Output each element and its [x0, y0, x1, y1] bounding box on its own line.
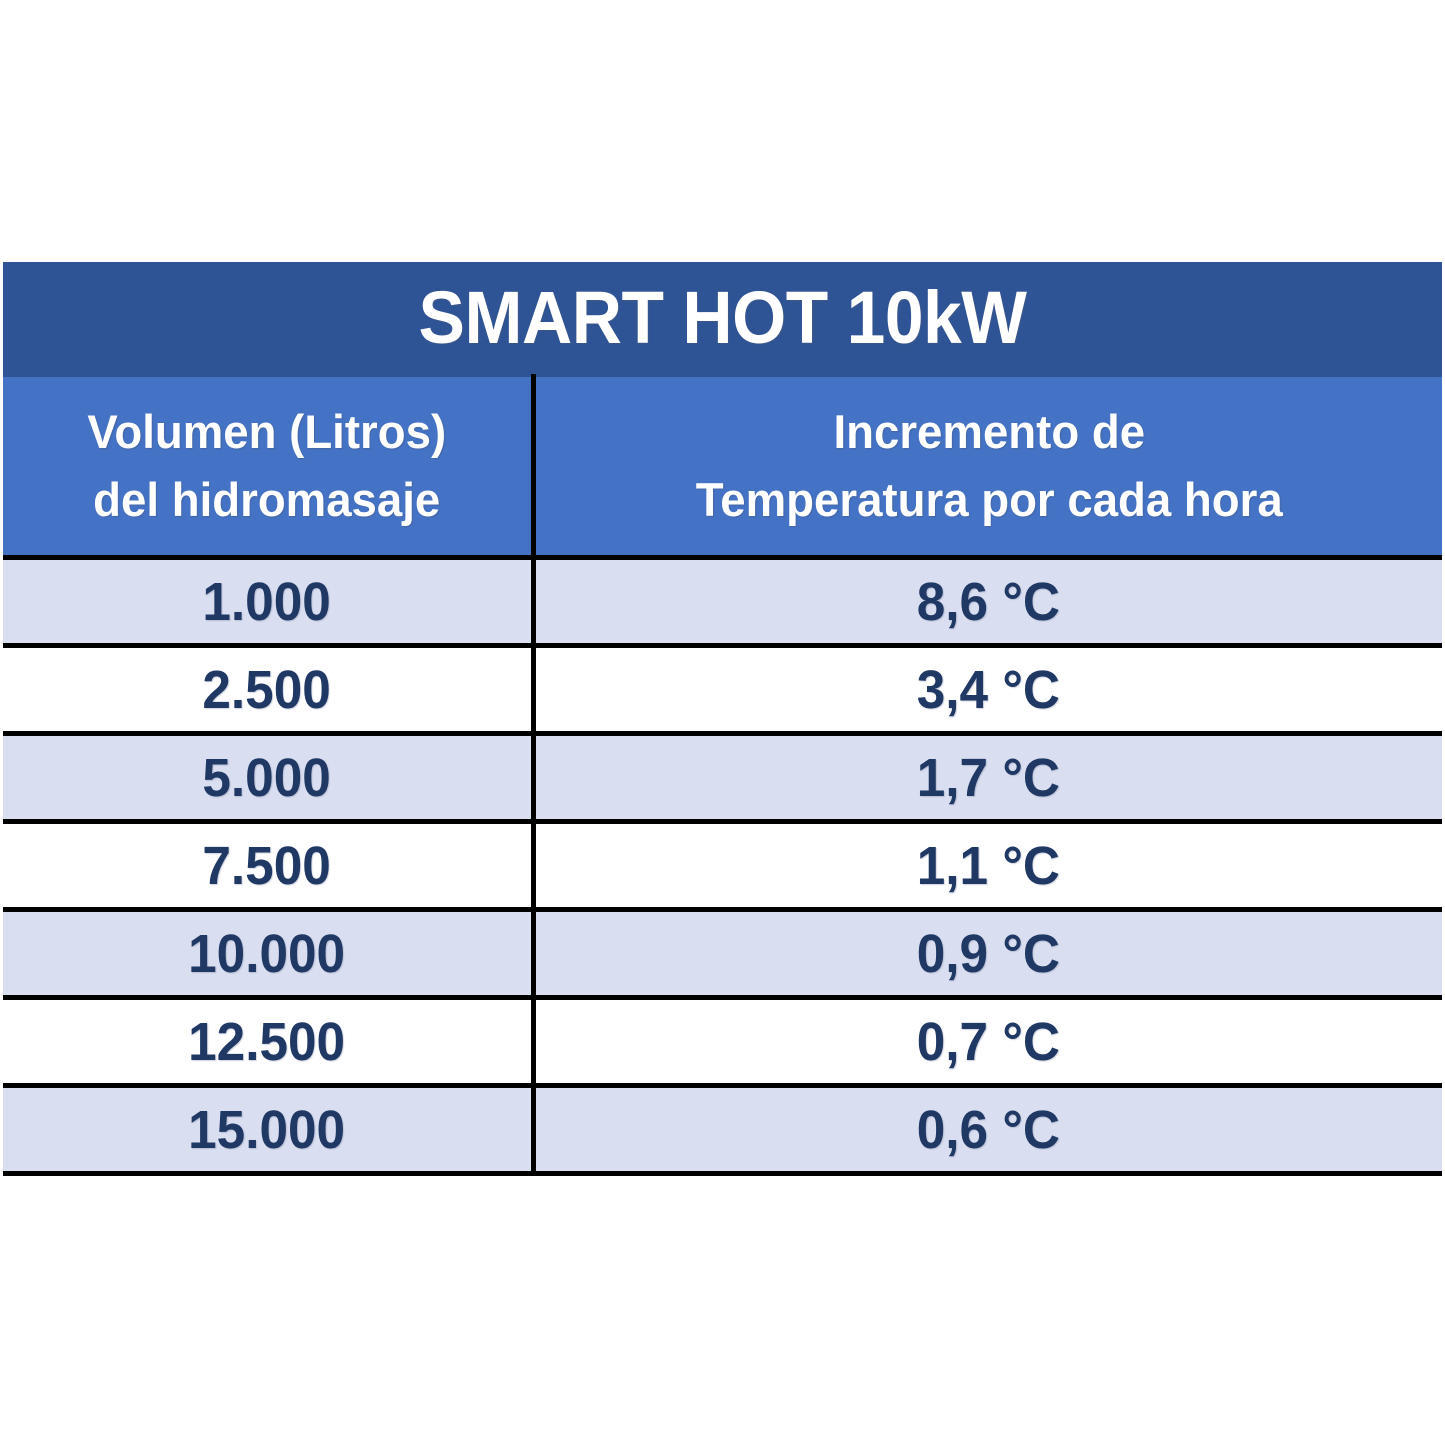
cell-temp-increase: 3,4 °C [530, 643, 1442, 734]
cell-volume: 7.500 [3, 819, 533, 910]
column-header-volumen: Volumen (Litros) del hidromasaje [3, 375, 533, 560]
column-header-incremento: Incremento de Temperatura por cada hora [530, 375, 1442, 560]
cell-volume-value: 2.500 [202, 659, 331, 720]
cell-volume-value: 15.000 [188, 1099, 346, 1160]
table-title-row: SMART HOT 10kW [3, 262, 1442, 377]
table-row: 15.000 0,6 °C [3, 1083, 1442, 1176]
cell-temp-increase: 0,9 °C [530, 907, 1442, 998]
table-row: 2.500 3,4 °C [3, 643, 1442, 734]
cell-temp-increase: 1,1 °C [530, 819, 1442, 910]
cell-temp-increase: 8,6 °C [530, 555, 1442, 646]
cell-volume-value: 1.000 [202, 571, 331, 632]
table-row: 12.500 0,7 °C [3, 995, 1442, 1086]
table-title: SMART HOT 10kW [418, 276, 1027, 359]
cell-temp-increase-value: 8,6 °C [917, 571, 1061, 632]
table-row: 5.000 1,7 °C [3, 731, 1442, 822]
table-row: 10.000 0,9 °C [3, 907, 1442, 998]
spec-table-container: SMART HOT 10kW Volumen (Litros) del hidr… [3, 262, 1442, 1176]
cell-temp-increase-value: 0,7 °C [917, 1011, 1061, 1072]
column-header-volumen-text: Volumen (Litros) del hidromasaje [19, 398, 515, 534]
table-title-cell: SMART HOT 10kW [3, 262, 1442, 377]
cell-volume-value: 10.000 [188, 923, 346, 984]
table-header-row: Volumen (Litros) del hidromasaje Increme… [3, 375, 1442, 560]
cell-temp-increase-value: 1,7 °C [917, 747, 1061, 808]
cell-temp-increase-value: 0,6 °C [917, 1099, 1061, 1160]
cell-volume-value: 5.000 [202, 747, 331, 808]
cell-volume: 2.500 [3, 643, 533, 734]
column-header-incremento-line1: Incremento de [832, 404, 1145, 458]
column-header-incremento-line2: Temperatura por cada hora [695, 473, 1283, 526]
column-header-volumen-line2: del hidromasaje [93, 473, 441, 526]
column-header-incremento-text: Incremento de Temperatura por cada hora [557, 398, 1421, 534]
smart-hot-spec-table: SMART HOT 10kW Volumen (Litros) del hidr… [3, 262, 1442, 1176]
cell-temp-increase-value: 0,9 °C [917, 923, 1061, 984]
cell-volume: 5.000 [3, 731, 533, 822]
cell-temp-increase: 0,7 °C [530, 995, 1442, 1086]
cell-volume: 12.500 [3, 995, 533, 1086]
cell-volume-value: 7.500 [202, 835, 331, 896]
cell-temp-increase-value: 3,4 °C [917, 659, 1061, 720]
cell-volume: 1.000 [3, 555, 533, 646]
cell-volume-value: 12.500 [188, 1011, 346, 1072]
cell-temp-increase: 0,6 °C [530, 1083, 1442, 1176]
table-row: 7.500 1,1 °C [3, 819, 1442, 910]
cell-volume: 15.000 [3, 1083, 533, 1176]
cell-volume: 10.000 [3, 907, 533, 998]
column-header-volumen-line1: Volumen (Litros) [87, 404, 447, 458]
cell-temp-increase-value: 1,1 °C [917, 835, 1061, 896]
cell-temp-increase: 1,7 °C [530, 731, 1442, 822]
table-row: 1.000 8,6 °C [3, 555, 1442, 646]
